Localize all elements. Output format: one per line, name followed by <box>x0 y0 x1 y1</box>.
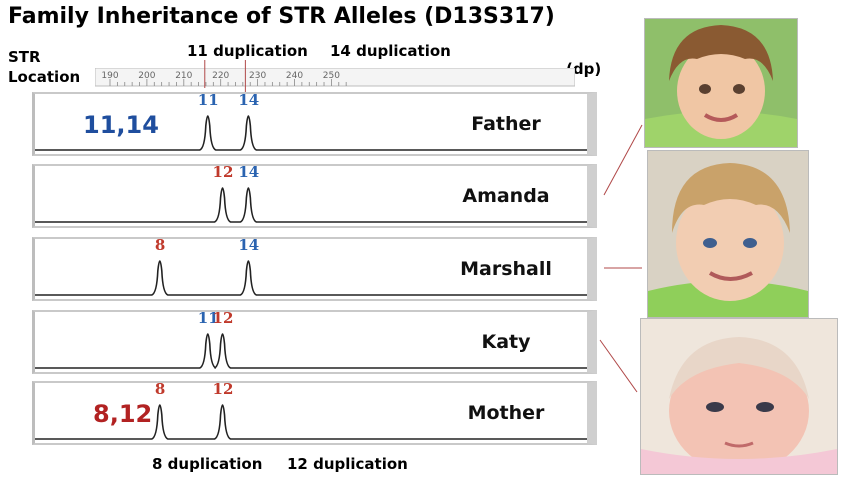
member-name-amanda: Amanda <box>462 185 550 207</box>
member-name-mother: Mother <box>467 402 545 424</box>
ruler-tick-label: 230 <box>249 71 266 81</box>
trace-line <box>35 115 587 151</box>
connector-amanda <box>603 124 643 196</box>
allele-label-8: 8 <box>154 236 166 254</box>
allele-label-14: 14 <box>238 163 260 181</box>
allele-label-11: 11 <box>197 309 219 327</box>
annotation-12-duplication: 12 duplication <box>287 455 408 473</box>
amanda-photo <box>644 18 798 148</box>
allele-label-8: 8 <box>154 380 166 398</box>
str-label-line-2: Location <box>8 68 81 86</box>
ruler-tick-label: 240 <box>286 71 303 81</box>
annotation-8-duplication: 8 duplication <box>152 455 263 473</box>
trace-katy <box>35 333 587 369</box>
str-location-label: STR Location <box>8 47 80 87</box>
panel-marshall: 8 14 Marshall <box>32 236 597 301</box>
panel-amanda: 12 14 Amanda <box>32 163 597 228</box>
member-name-katy: Katy <box>481 331 531 353</box>
str-label-line-1: STR <box>8 48 41 66</box>
trace-mother <box>35 404 587 440</box>
page-title: Family Inheritance of STR Alleles (D13S3… <box>8 4 555 29</box>
trace-line <box>35 187 587 223</box>
ruler-tick-label: 220 <box>212 71 229 81</box>
ruler-background <box>95 68 575 87</box>
katy-photo <box>640 318 838 475</box>
allele-label-14: 14 <box>238 236 260 254</box>
allele-label-12: 12 <box>212 380 234 398</box>
panel-katy: 11 12 Katy <box>32 309 597 374</box>
member-name-father: Father <box>471 113 541 135</box>
trace-line <box>35 404 587 440</box>
trace-amanda <box>35 187 587 223</box>
trace-marshall <box>35 260 587 296</box>
trace-line <box>35 260 587 296</box>
panel-mother: 8 12 8,12 Mother <box>32 380 597 445</box>
trace-father <box>35 115 587 151</box>
bp-ruler: 190 200 210 220 230 240 250 <box>95 68 575 87</box>
annotation-14-duplication: 14 duplication <box>330 42 451 60</box>
member-name-marshall: Marshall <box>460 258 552 280</box>
ruler-tick-label: 210 <box>175 71 192 81</box>
genotype-father: 11,14 <box>83 111 159 139</box>
allele-label-12: 12 <box>212 163 234 181</box>
annotation-11-duplication: 11 duplication <box>187 42 308 60</box>
marshall-photo <box>647 150 809 318</box>
panel-father: 11 14 11,14 Father <box>32 91 597 156</box>
ruler-tick-label: 190 <box>101 71 118 81</box>
allele-label-11: 11 <box>197 91 219 109</box>
allele-label-14: 14 <box>238 91 260 109</box>
ruler-tick-label: 200 <box>138 71 155 81</box>
ruler-tick-label: 250 <box>323 71 340 81</box>
allele-label-12: 12 <box>212 309 234 327</box>
genotype-mother: 8,12 <box>93 400 153 428</box>
trace-line <box>35 333 587 369</box>
connector-katy <box>599 339 638 393</box>
